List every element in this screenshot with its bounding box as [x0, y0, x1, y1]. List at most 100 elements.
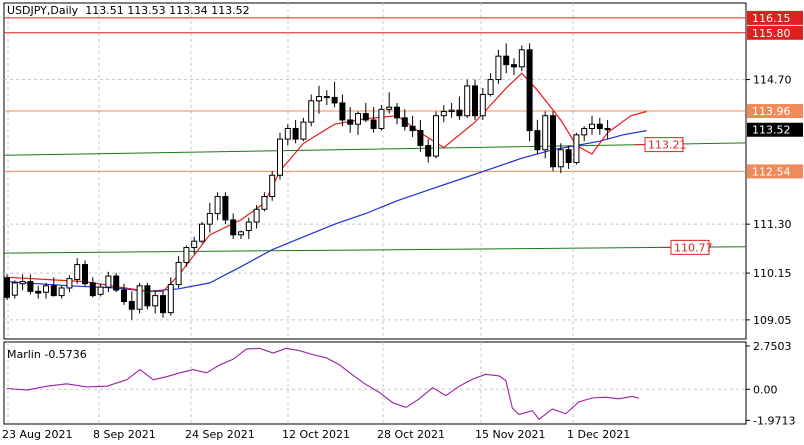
trend-label: 110.77 — [674, 241, 713, 254]
candle-body — [550, 115, 556, 168]
candle-body — [58, 287, 65, 297]
candle-body — [214, 196, 221, 215]
candle-body — [386, 106, 393, 110]
candle-body — [534, 130, 541, 151]
candle-body — [89, 282, 96, 297]
candle-body — [300, 121, 307, 140]
candle-body — [105, 275, 112, 288]
candle-body — [191, 240, 198, 249]
candle-body — [456, 109, 463, 117]
candle-body — [511, 64, 517, 68]
candle-body — [152, 295, 159, 307]
trend-line — [3, 246, 747, 254]
chart-header: USDJPY,Daily 113.51 113.53 113.34 113.52 — [7, 4, 250, 17]
chart-ohlc: 113.51 113.53 113.34 113.52 — [85, 4, 250, 17]
candle-body — [308, 100, 315, 123]
oscillator-name: Marlin — [7, 348, 41, 361]
candle-body — [479, 93, 486, 117]
candle-body — [222, 196, 229, 221]
candle-body — [206, 213, 213, 225]
candle-body — [136, 285, 143, 310]
chart-symbol: USDJPY,Daily — [7, 4, 79, 17]
candle-body — [199, 223, 205, 242]
candle-body — [323, 96, 330, 99]
candle-body — [50, 285, 57, 297]
candle-body — [401, 117, 408, 127]
candle-body — [425, 144, 432, 157]
candle-body — [495, 55, 502, 81]
candle-body — [464, 85, 471, 117]
level-price-tag — [747, 25, 803, 40]
candle-body — [355, 113, 361, 125]
level-price-label: 116.15 — [752, 12, 791, 25]
candle-body — [518, 49, 525, 68]
candle-body — [581, 127, 588, 136]
x-tick-label: 12 Oct 2021 — [282, 428, 350, 441]
y-tick-label: 111.30 — [753, 218, 792, 231]
candle-body — [526, 49, 533, 132]
x-tick-label: 23 Aug 2021 — [2, 428, 72, 441]
candle-body — [245, 221, 252, 232]
candle-body — [167, 284, 174, 314]
trend-label-box — [670, 239, 710, 255]
level-price-tag — [747, 10, 803, 25]
candle-body — [542, 115, 549, 151]
candle-body — [596, 123, 603, 129]
candle-body — [183, 247, 190, 263]
candle-body — [292, 127, 299, 140]
x-tick-label: 24 Sep 2021 — [185, 428, 255, 441]
candle-body — [261, 196, 268, 210]
candle-body — [121, 289, 127, 303]
x-tick-label: 8 Sep 2021 — [93, 428, 156, 441]
candle-body — [331, 96, 338, 104]
candle-body — [97, 286, 104, 295]
candle-body — [409, 125, 416, 132]
oscillator-header: Marlin -0.5736 — [7, 348, 87, 361]
candle-body — [370, 119, 377, 129]
candle-body — [316, 96, 322, 102]
oscillator-value: -0.5736 — [44, 348, 87, 361]
candle-body — [4, 277, 10, 298]
candle-body — [277, 138, 283, 176]
candle-body — [144, 285, 151, 307]
level-price-tag — [747, 104, 803, 119]
candle-body — [128, 301, 135, 310]
y-tick-label: 109.05 — [753, 314, 792, 327]
x-tick-label: 1 Dec 2021 — [567, 428, 630, 441]
last-price-label: 113.52 — [752, 124, 791, 137]
candle-body — [339, 102, 346, 121]
candle-body — [448, 109, 455, 112]
candle-body — [82, 264, 88, 285]
candle-body — [417, 130, 424, 146]
osc-tick-label: 2.7503 — [753, 340, 792, 353]
candle-body — [230, 219, 237, 236]
candle-body — [604, 127, 611, 131]
x-tick-label: 15 Nov 2021 — [475, 428, 545, 441]
candle-body — [433, 115, 439, 157]
candle-body — [284, 127, 291, 140]
candle-body — [19, 281, 26, 285]
candle-body — [347, 119, 354, 125]
candle-body — [573, 134, 580, 163]
osc-tick-label: -1.9713 — [753, 414, 795, 427]
trend-label-box — [644, 137, 684, 153]
candle-body — [66, 278, 73, 289]
candle-body — [378, 108, 385, 129]
trend-line — [3, 142, 747, 156]
candle-body — [35, 290, 42, 294]
y-tick-label: 110.15 — [753, 267, 792, 280]
level-price-label: 113.96 — [752, 105, 791, 118]
candle-body — [503, 55, 510, 66]
level-price-label: 115.80 — [752, 27, 791, 40]
trend-label: 113.21 — [648, 139, 687, 152]
candle-body — [113, 275, 120, 291]
last-price-tag — [747, 122, 803, 137]
oscillator-pane — [3, 341, 747, 425]
candle-body — [394, 106, 400, 119]
candle-body — [362, 113, 369, 121]
level-price-label: 112.54 — [752, 165, 791, 178]
candle-body — [440, 110, 447, 117]
candle-body — [11, 282, 18, 296]
candle-body — [487, 79, 494, 95]
